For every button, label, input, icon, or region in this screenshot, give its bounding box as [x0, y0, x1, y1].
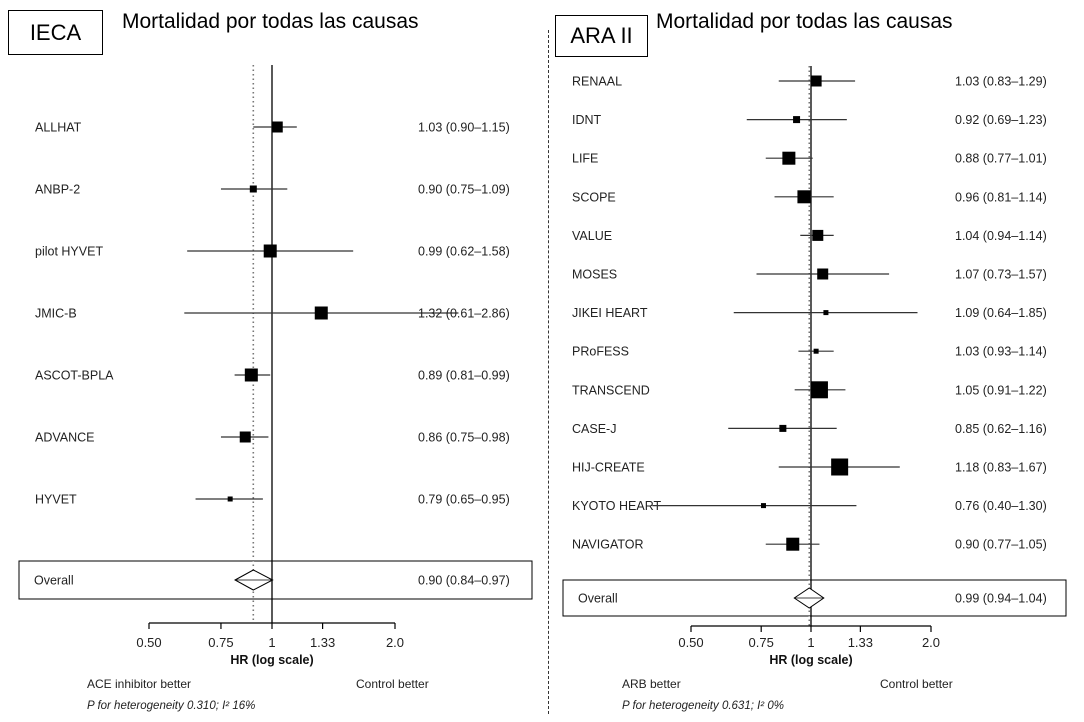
- left-x-axis-title: HR (log scale): [230, 653, 313, 667]
- right-study-label: MOSES: [572, 268, 617, 282]
- right-point-estimate: [817, 268, 829, 280]
- right-panel-title: Mortalidad por todas las causas: [656, 10, 953, 33]
- right-favours-right-note: Control better: [880, 677, 953, 691]
- right-hr-ci-text: 1.05 (0.91–1.22): [955, 383, 1047, 397]
- left-study-label: ADVANCE: [35, 431, 95, 445]
- right-study-label: JIKEI HEART: [572, 306, 648, 320]
- right-study-label: PRoFESS: [572, 345, 629, 359]
- right-point-estimate: [831, 458, 849, 476]
- right-x-tick-label: 1: [807, 635, 814, 650]
- left-study-label: HYVET: [35, 493, 77, 507]
- left-overall-label: Overall: [34, 574, 74, 588]
- right-study-label: NAVIGATOR: [572, 538, 644, 552]
- right-overall-label: Overall: [578, 592, 618, 606]
- right-study-label: SCOPE: [572, 190, 616, 204]
- left-x-tick-label: 0.50: [136, 635, 161, 650]
- left-point-estimate: [244, 368, 258, 382]
- left-hr-ci-text: 0.79 (0.65–0.95): [418, 493, 510, 507]
- right-hr-ci-text: 0.92 (0.69–1.23): [955, 113, 1047, 127]
- right-overall-box: [562, 579, 1067, 617]
- left-hr-ci-text: 0.99 (0.62–1.58): [418, 245, 510, 259]
- right-point-estimate: [812, 229, 824, 241]
- right-point-estimate: [810, 381, 828, 399]
- left-panel-label: IECA: [8, 10, 103, 55]
- right-study-label: RENAAL: [572, 75, 622, 89]
- left-hr-ci-text: 0.86 (0.75–0.98): [418, 431, 510, 445]
- left-hr-ci-text: 1.32 (0.61–2.86): [418, 307, 510, 321]
- left-hr-ci-text: 0.90 (0.75–1.09): [418, 183, 510, 197]
- right-study-label: VALUE: [572, 229, 612, 243]
- right-study-label: HIJ-CREATE: [572, 461, 645, 475]
- left-point-estimate: [263, 244, 277, 258]
- left-point-estimate: [227, 496, 233, 502]
- right-favours-left-note: ARB better: [622, 677, 681, 691]
- right-hr-ci-text: 1.04 (0.94–1.14): [955, 229, 1047, 243]
- left-point-estimate: [249, 185, 257, 193]
- right-point-estimate: [782, 151, 796, 165]
- right-heterogeneity-note: P for heterogeneity 0.631; I² 0%: [622, 700, 784, 712]
- right-study-label: LIFE: [572, 152, 598, 166]
- right-study-label: TRANSCEND: [572, 383, 650, 397]
- right-point-estimate: [813, 348, 819, 354]
- right-point-estimate: [823, 310, 829, 316]
- right-point-estimate: [760, 503, 766, 509]
- left-overall-box: [18, 560, 533, 600]
- right-hr-ci-text: 1.09 (0.64–1.85): [955, 306, 1047, 320]
- right-hr-ci-text: 0.88 (0.77–1.01): [955, 152, 1047, 166]
- left-panel-title: Mortalidad por todas las causas: [122, 10, 419, 33]
- left-x-tick-label: 0.75: [208, 635, 233, 650]
- right-overall-hr-text: 0.99 (0.94–1.04): [955, 592, 1047, 606]
- left-point-estimate: [271, 121, 283, 133]
- left-study-label: pilot HYVET: [35, 245, 103, 259]
- left-study-label: JMIC-B: [35, 307, 77, 321]
- left-hr-ci-text: 1.03 (0.90–1.15): [418, 121, 510, 135]
- left-point-estimate: [239, 431, 251, 443]
- right-point-estimate: [810, 75, 822, 87]
- left-point-estimate: [314, 306, 328, 320]
- right-point-estimate: [793, 116, 801, 124]
- left-x-tick-label: 2.0: [386, 635, 404, 650]
- left-heterogeneity-note: P for heterogeneity 0.310; I² 16%: [87, 700, 255, 712]
- panel-divider: [548, 30, 549, 714]
- right-hr-ci-text: 1.03 (0.83–1.29): [955, 75, 1047, 89]
- right-point-estimate: [797, 190, 811, 204]
- right-hr-ci-text: 0.90 (0.77–1.05): [955, 538, 1047, 552]
- left-x-tick-label: 1: [268, 635, 275, 650]
- right-x-tick-label: 0.50: [678, 635, 703, 650]
- right-point-estimate: [786, 537, 800, 551]
- right-x-tick-label: 0.75: [749, 635, 774, 650]
- left-study-label: ANBP-2: [35, 183, 80, 197]
- left-hr-ci-text: 0.89 (0.81–0.99): [418, 369, 510, 383]
- left-favours-left-note: ACE inhibitor better: [87, 677, 191, 691]
- left-x-tick-label: 1.33: [310, 635, 335, 650]
- right-study-label: IDNT: [572, 113, 602, 127]
- right-hr-ci-text: 0.76 (0.40–1.30): [955, 499, 1047, 513]
- left-overall-hr-text: 0.90 (0.84–0.97): [418, 574, 510, 588]
- right-hr-ci-text: 0.85 (0.62–1.16): [955, 422, 1047, 436]
- right-study-label: KYOTO HEART: [572, 499, 662, 513]
- right-hr-ci-text: 1.03 (0.93–1.14): [955, 345, 1047, 359]
- right-x-axis-title: HR (log scale): [769, 653, 852, 667]
- right-hr-ci-text: 1.07 (0.73–1.57): [955, 268, 1047, 282]
- left-study-label: ASCOT-BPLA: [35, 369, 114, 383]
- right-point-estimate: [779, 424, 787, 432]
- right-x-tick-label: 1.33: [848, 635, 873, 650]
- left-favours-right-note: Control better: [356, 677, 429, 691]
- right-x-tick-label: 2.0: [922, 635, 940, 650]
- right-panel-label: ARA II: [555, 15, 648, 57]
- right-study-label: CASE-J: [572, 422, 616, 436]
- right-hr-ci-text: 0.96 (0.81–1.14): [955, 190, 1047, 204]
- right-hr-ci-text: 1.18 (0.83–1.67): [955, 461, 1047, 475]
- left-study-label: ALLHAT: [35, 121, 82, 135]
